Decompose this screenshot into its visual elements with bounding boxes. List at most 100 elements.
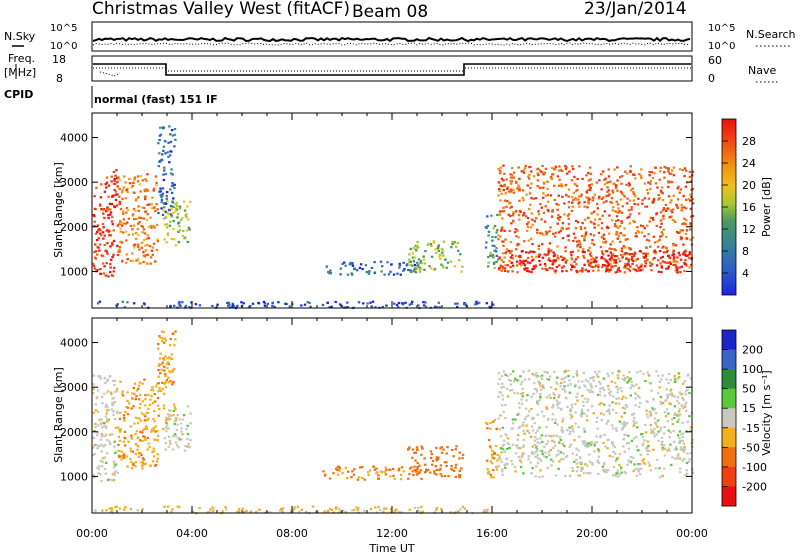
- data-cell: [114, 506, 117, 509]
- data-cell: [576, 177, 579, 181]
- data-cell: [619, 190, 623, 193]
- data-cell: [521, 424, 524, 427]
- data-cell: [538, 442, 541, 445]
- data-cell: [112, 396, 115, 399]
- data-cell: [566, 214, 570, 217]
- data-cell: [172, 332, 175, 335]
- data-cell: [135, 198, 138, 201]
- data-cell: [670, 388, 673, 391]
- data-cell: [176, 437, 180, 440]
- data-cell: [642, 372, 645, 376]
- data-cell: [433, 268, 436, 271]
- data-cell: [583, 430, 586, 433]
- data-cell: [117, 435, 121, 438]
- data-cell: [106, 420, 109, 423]
- data-cell: [657, 198, 660, 201]
- data-cell: [173, 423, 176, 426]
- data-cell: [621, 256, 624, 259]
- data-cell: [614, 260, 617, 263]
- data-cell: [505, 457, 509, 460]
- data-cell: [499, 166, 503, 169]
- data-cell: [683, 457, 686, 460]
- data-cell: [522, 444, 525, 447]
- data-cell: [416, 240, 419, 244]
- data-cell: [637, 197, 640, 200]
- data-cell: [164, 380, 167, 383]
- data-cell: [688, 253, 691, 256]
- data-cell: [266, 302, 269, 305]
- data-cell: [577, 239, 581, 242]
- data-cell: [519, 461, 523, 464]
- data-cell: [92, 392, 95, 395]
- data-cell: [649, 261, 652, 264]
- data-cell: [521, 454, 524, 458]
- data-cell: [392, 474, 395, 477]
- y-tick-label: 3000: [60, 381, 88, 394]
- data-cell: [126, 413, 130, 416]
- data-cell: [631, 413, 634, 416]
- data-cell: [545, 426, 548, 429]
- data-cell: [97, 237, 100, 240]
- data-cell: [157, 369, 160, 372]
- data-cell: [542, 196, 545, 199]
- data-cell: [172, 211, 175, 214]
- data-cell: [571, 430, 575, 433]
- data-cell: [435, 506, 438, 510]
- velocity-x-ticks: [91, 318, 693, 513]
- data-cell: [573, 260, 576, 263]
- data-cell: [109, 511, 113, 514]
- data-cell: [502, 260, 505, 264]
- data-cell: [578, 435, 581, 438]
- data-cell: [561, 195, 564, 198]
- data-cell: [661, 474, 664, 477]
- data-cell: [164, 140, 167, 143]
- data-cell: [180, 427, 183, 430]
- data-cell: [567, 200, 571, 204]
- data-cell: [579, 469, 583, 472]
- data-cell: [500, 269, 503, 272]
- data-cell: [651, 177, 655, 180]
- data-cell: [173, 128, 177, 131]
- data-cell: [113, 379, 116, 382]
- data-cell: [453, 265, 457, 268]
- data-cell: [591, 196, 595, 199]
- data-cell: [527, 251, 531, 254]
- data-cell: [667, 180, 670, 183]
- data-cell: [153, 226, 156, 229]
- data-cell: [497, 382, 500, 385]
- data-cell: [597, 450, 601, 453]
- data-cell: [107, 230, 110, 233]
- data-cell: [492, 457, 496, 460]
- data-cell: [114, 198, 118, 201]
- data-cell: [615, 427, 618, 430]
- data-cell: [554, 165, 557, 168]
- data-cell: [447, 475, 450, 478]
- data-cell: [176, 414, 179, 417]
- data-cell: [575, 198, 578, 201]
- data-cell: [108, 375, 112, 378]
- data-cell: [137, 205, 140, 208]
- data-cell: [609, 180, 612, 183]
- data-cell: [556, 254, 559, 257]
- data-cell: [104, 472, 108, 475]
- data-cell: [436, 246, 440, 249]
- data-cell: [145, 427, 149, 430]
- data-cell: [521, 189, 525, 192]
- data-cell: [182, 229, 185, 233]
- data-cell: [627, 434, 630, 437]
- data-cell: [541, 451, 544, 455]
- data-cell: [501, 217, 504, 220]
- data-cell: [262, 300, 266, 303]
- data-cell: [509, 373, 512, 376]
- data-cell: [665, 251, 668, 254]
- data-cell: [683, 380, 687, 383]
- data-cell: [96, 230, 99, 233]
- data-cell: [119, 230, 123, 233]
- data-cell: [169, 140, 173, 144]
- data-cell: [115, 462, 118, 466]
- data-cell: [575, 453, 578, 456]
- data-cell: [678, 471, 682, 474]
- data-cell: [461, 505, 465, 508]
- data-cell: [607, 232, 611, 235]
- data-cell: [464, 303, 467, 306]
